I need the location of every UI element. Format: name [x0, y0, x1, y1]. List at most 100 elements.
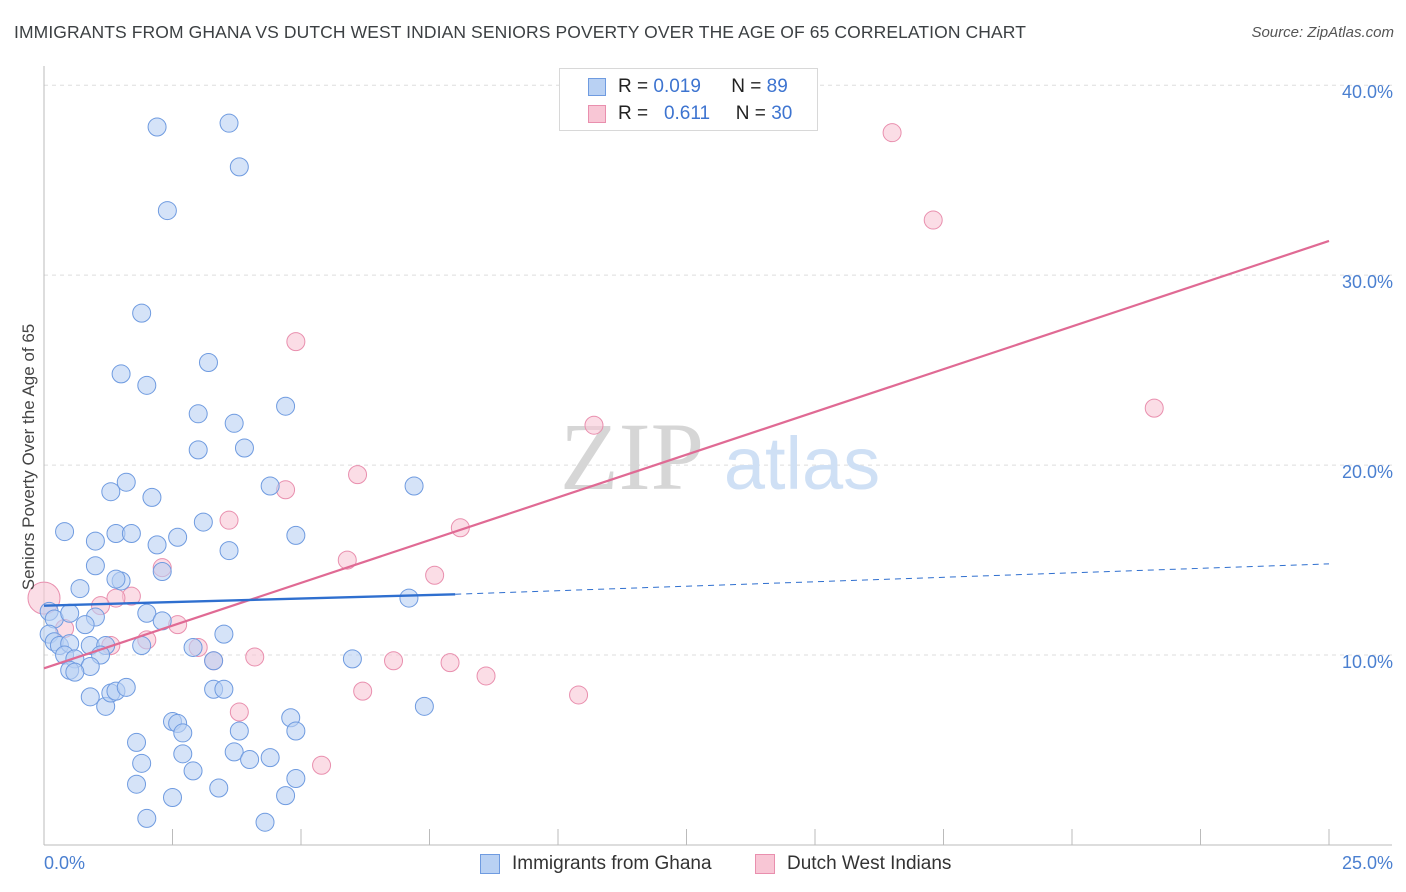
point-immigrants-from-ghana: [219, 541, 239, 561]
point-dutch-west-indians: [384, 651, 404, 671]
y-tick-label: 10.0%: [1342, 652, 1393, 672]
point-immigrants-from-ghana: [85, 556, 105, 576]
y-tick-label: 40.0%: [1342, 82, 1393, 102]
trend-line-ghana: [43, 593, 456, 607]
gridlines: [44, 84, 1392, 656]
legend-n-value-ghana: 89: [766, 76, 788, 97]
legend-n-label: N =: [735, 103, 766, 124]
legend-r-label: R =: [618, 76, 649, 97]
zipatlas-watermark: ZIP atlas: [560, 403, 880, 510]
point-dutch-west-indians: [312, 755, 332, 775]
point-dutch-west-indians: [584, 415, 604, 435]
source-credit: Source: ZipAtlas.com: [1251, 24, 1394, 41]
point-immigrants-from-ghana: [214, 679, 234, 699]
point-dutch-west-indians: [476, 666, 496, 686]
point-immigrants-from-ghana: [173, 723, 193, 743]
point-immigrants-from-ghana: [286, 769, 306, 789]
tick-labels: 10.0% 20.0% 30.0% 40.0% 0.0% 25.0%: [44, 82, 1393, 873]
point-immigrants-from-ghana: [173, 744, 193, 764]
bottom-legend-label-ghana: Immigrants from Ghana: [512, 853, 712, 874]
bottom-legend-swatch-pink: [755, 854, 775, 874]
legend-r-label: R =: [618, 103, 649, 124]
point-immigrants-from-ghana: [121, 523, 141, 543]
point-immigrants-from-ghana: [224, 413, 244, 433]
point-dutch-west-indians: [229, 702, 249, 722]
point-dutch-west-indians: [348, 465, 368, 485]
legend-n-label: N =: [731, 76, 762, 97]
point-immigrants-from-ghana: [85, 531, 105, 551]
point-immigrants-from-ghana: [106, 569, 126, 589]
point-dutch-west-indians: [219, 510, 239, 530]
point-immigrants-from-ghana: [276, 786, 296, 806]
point-immigrants-from-ghana: [399, 588, 419, 608]
point-immigrants-from-ghana: [209, 778, 229, 798]
point-dutch-west-indians: [337, 550, 357, 570]
correlation-legend: R = 0.019 N = 89 R = 0.611 N = 30: [559, 68, 818, 131]
point-immigrants-from-ghana: [224, 742, 244, 762]
point-immigrants-from-ghana: [198, 353, 218, 373]
point-dutch-west-indians: [286, 332, 306, 352]
point-immigrants-from-ghana: [137, 603, 157, 623]
point-immigrants-from-ghana: [229, 721, 249, 741]
point-immigrants-from-ghana: [116, 472, 136, 492]
point-immigrants-from-ghana: [183, 761, 203, 781]
point-immigrants-from-ghana: [255, 812, 275, 832]
bottom-legend-dutch: Dutch West Indians: [755, 852, 951, 876]
point-dutch-west-indians: [923, 210, 943, 230]
point-dutch-west-indians: [245, 647, 265, 667]
watermark-atlas: atlas: [724, 422, 880, 505]
point-dutch-west-indians: [425, 565, 445, 585]
trend-lines: [43, 239, 1330, 670]
point-immigrants-from-ghana: [65, 662, 85, 682]
series-immigrants-from-ghana: [39, 113, 434, 832]
chart-title: IMMIGRANTS FROM GHANA VS DUTCH WEST INDI…: [14, 22, 1027, 42]
point-immigrants-from-ghana: [214, 624, 234, 644]
point-immigrants-from-ghana: [286, 721, 306, 741]
point-immigrants-from-ghana: [80, 687, 100, 707]
point-immigrants-from-ghana: [142, 487, 162, 507]
point-immigrants-from-ghana: [414, 696, 434, 716]
point-immigrants-from-ghana: [60, 603, 80, 623]
legend-swatch-pink: [588, 105, 606, 123]
point-immigrants-from-ghana: [219, 113, 239, 133]
point-immigrants-from-ghana: [55, 522, 75, 542]
x-tick-label: 0.0%: [44, 853, 85, 873]
point-immigrants-from-ghana: [188, 440, 208, 460]
bottom-legend-label-dutch: Dutch West Indians: [787, 853, 952, 874]
point-immigrants-from-ghana: [157, 201, 177, 221]
point-immigrants-from-ghana: [204, 651, 224, 671]
point-immigrants-from-ghana: [152, 561, 172, 581]
point-immigrants-from-ghana: [101, 482, 121, 502]
point-immigrants-from-ghana: [163, 788, 182, 808]
point-immigrants-from-ghana: [229, 157, 249, 177]
legend-row-ghana: R = 0.019 N = 89: [588, 75, 788, 99]
legend-n-value-dutch: 30: [771, 103, 793, 124]
point-dutch-west-indians: [440, 653, 460, 673]
point-dutch-west-indians: [1144, 398, 1164, 418]
legend-row-dutch: R = 0.611 N = 30: [588, 102, 792, 126]
y-axis-title: Seniors Poverty Over the Age of 65: [19, 324, 38, 590]
trend-line-dutch-west-indians: [43, 239, 1330, 670]
point-immigrants-from-ghana: [116, 677, 136, 697]
point-immigrants-from-ghana: [132, 636, 152, 656]
point-immigrants-from-ghana: [111, 364, 131, 384]
point-immigrants-from-ghana: [193, 512, 213, 532]
point-immigrants-from-ghana: [276, 396, 296, 416]
point-immigrants-from-ghana: [260, 476, 280, 496]
bottom-legend-swatch-blue: [480, 854, 500, 874]
point-immigrants-from-ghana: [147, 535, 167, 555]
point-immigrants-from-ghana: [240, 750, 260, 770]
y-tick-label: 20.0%: [1342, 462, 1393, 482]
point-immigrants-from-ghana: [132, 753, 152, 773]
bottom-legend-ghana: Immigrants from Ghana: [480, 852, 712, 876]
legend-swatch-blue: [588, 78, 606, 96]
legend-r-value-dutch: 0.611: [663, 103, 711, 124]
point-immigrants-from-ghana: [260, 748, 280, 768]
y-tick-label: 30.0%: [1342, 272, 1393, 292]
point-dutch-west-indians: [569, 685, 589, 705]
point-immigrants-from-ghana: [342, 649, 362, 669]
point-immigrants-from-ghana: [404, 476, 424, 496]
point-immigrants-from-ghana: [137, 375, 157, 395]
point-immigrants-from-ghana: [188, 404, 208, 424]
